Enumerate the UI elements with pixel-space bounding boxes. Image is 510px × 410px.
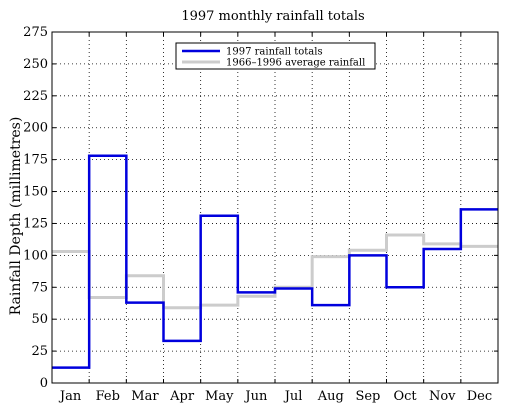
legend-box bbox=[175, 42, 376, 70]
x-tick-label: Jul bbox=[283, 389, 303, 404]
y-tick-label: 225 bbox=[23, 89, 48, 104]
x-tick-label: Sep bbox=[355, 389, 380, 404]
y-tick-label: 125 bbox=[23, 216, 48, 231]
y-tick-label: 0 bbox=[40, 376, 48, 391]
series-1997-line bbox=[52, 154, 498, 369]
x-tick-label: Oct bbox=[393, 389, 417, 404]
series-average-line bbox=[52, 233, 498, 310]
y-tick-label: 100 bbox=[23, 248, 48, 263]
chart-title: 1997 monthly rainfall totals bbox=[181, 9, 364, 24]
grid-lines bbox=[52, 32, 498, 383]
x-tick-label: Jun bbox=[243, 389, 268, 404]
legend-entry-label: 1997 rainfall totals bbox=[226, 47, 323, 58]
y-tick-label: 250 bbox=[23, 57, 48, 72]
y-tick-label: 25 bbox=[31, 344, 48, 359]
axis-ticks: 0 25 50 75 100 125 150 175 200 225 250 275 Jan Feb Mar… bbox=[23, 25, 498, 404]
y-tick-label: 75 bbox=[31, 280, 48, 295]
x-tick-label: Mar bbox=[131, 389, 159, 404]
y-tick-label: 175 bbox=[23, 153, 48, 168]
x-tick-label: Aug bbox=[317, 389, 344, 404]
y-tick-label: 275 bbox=[23, 25, 48, 40]
y-axis-label: Rainfall Depth (millimetres) bbox=[8, 117, 24, 316]
y-tick-label: 150 bbox=[23, 185, 48, 200]
x-tick-label: Jan bbox=[58, 389, 82, 404]
y-tick-label: 200 bbox=[23, 121, 48, 136]
x-tick-label: Apr bbox=[169, 389, 195, 404]
x-tick-label: Feb bbox=[96, 389, 120, 404]
y-tick-label: 50 bbox=[31, 312, 48, 327]
x-tick-label: May bbox=[205, 389, 234, 404]
series-lines bbox=[52, 154, 498, 369]
x-tick-label: Dec bbox=[467, 389, 492, 404]
legend-entry-label: 1966–1996 average rainfall bbox=[226, 58, 365, 69]
x-tick-label: Nov bbox=[429, 389, 456, 404]
